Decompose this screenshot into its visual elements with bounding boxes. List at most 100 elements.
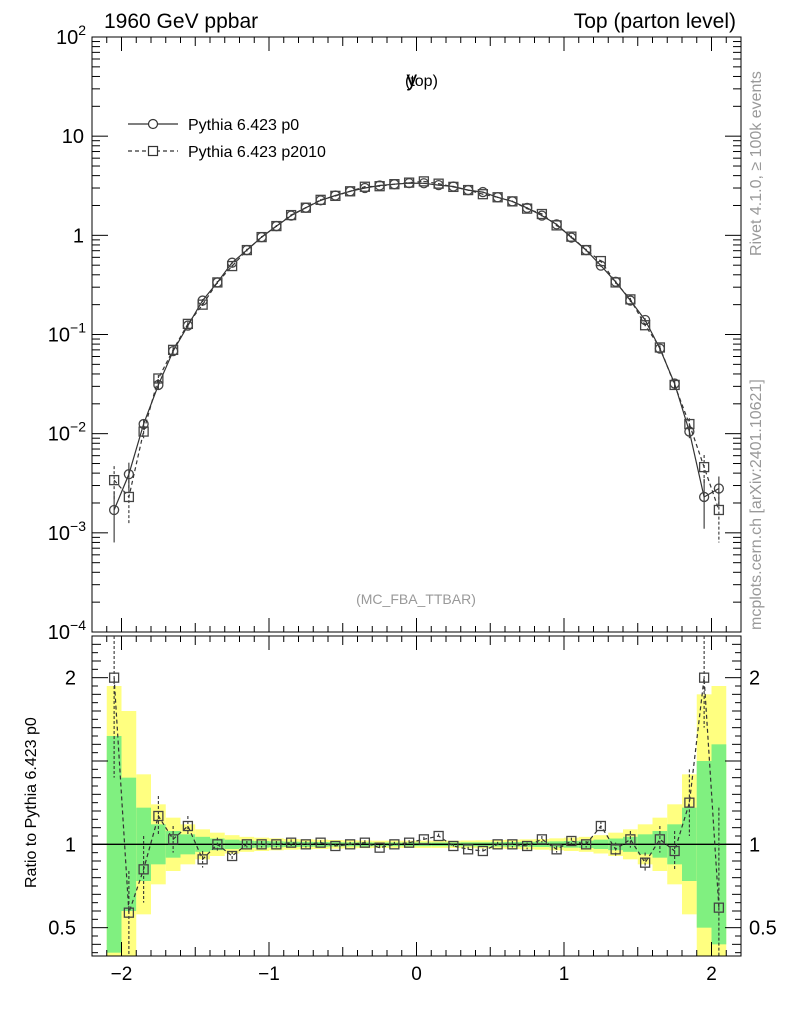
marker-square	[625, 294, 636, 305]
marker-square	[403, 177, 415, 188]
ratio-marker-square	[226, 850, 238, 862]
marker-square	[315, 194, 326, 205]
y-tick-label: 10	[62, 126, 84, 148]
legend-marker-circle	[147, 118, 159, 130]
analysis-label: (MC_FBA_TTBAR)	[356, 591, 476, 607]
ratio-marker-square	[507, 839, 518, 850]
ratio-marker-square	[123, 907, 135, 918]
marker-square	[684, 418, 695, 430]
y-tick-label: 1	[73, 225, 84, 247]
ratio-marker-square	[359, 837, 371, 848]
ratio-marker-square	[389, 839, 400, 850]
x-tick-label: −2	[111, 964, 133, 985]
ratio-ylabel: Ratio to Pythia 6.423 p0	[23, 717, 40, 888]
marker-square	[669, 379, 680, 391]
ratio-marker-square	[654, 834, 666, 845]
legend-label-p2010: Pythia 6.423 p2010	[188, 144, 326, 161]
plot-title: y	[407, 68, 418, 91]
ratio-marker-square	[330, 840, 341, 852]
ratio-y-tick-label-right: 0.5	[749, 918, 777, 940]
ratio-frame	[91, 635, 742, 957]
legend-marker-square	[147, 145, 159, 157]
y-tick-label: 10−4	[48, 617, 86, 644]
marker-square	[713, 504, 725, 516]
marker-square	[182, 318, 194, 330]
plot-title-sub: (top)	[405, 73, 438, 90]
ratio-marker-square	[566, 835, 577, 847]
marker-square	[698, 461, 710, 473]
main-series	[108, 176, 725, 543]
marker-square	[433, 178, 444, 189]
series-line-0	[113, 182, 720, 511]
legend-label-p0: Pythia 6.423 p0	[188, 117, 299, 134]
marker-circle	[123, 469, 135, 480]
marker-square	[580, 244, 592, 256]
marker-square	[551, 220, 562, 231]
ratio-marker-square	[536, 834, 548, 845]
marker-square	[536, 208, 548, 220]
marker-square	[639, 320, 651, 331]
ratio-marker-square	[182, 820, 194, 832]
marker-square	[138, 426, 149, 437]
rivet-label: Rivet 4.1.0, ≥ 100k events	[748, 71, 765, 256]
main-panel: 102 10 1 10−1 10−2 10−3 10−4	[48, 22, 742, 644]
plot-title-main: y	[407, 68, 418, 91]
x-tick-label: 0	[411, 964, 422, 985]
ratio-y-tick-label: 2	[65, 668, 76, 690]
y-tick-label: 10−1	[48, 320, 86, 347]
ratio-y-tick-label-right: 2	[749, 668, 760, 690]
ratio-marker-square	[285, 837, 297, 848]
mcplots-label: mcplots.cern.ch [arXiv:2401.10621]	[748, 379, 765, 630]
ratio-marker-square	[212, 839, 223, 850]
ratio-marker-square	[580, 839, 592, 850]
y-tick-label: 10−2	[48, 419, 86, 446]
marker-square	[492, 192, 503, 203]
marker-square	[507, 196, 518, 207]
ratio-marker-square	[448, 840, 459, 852]
ratio-panel: −2 −1 0 1 2 0.5 0.5 1 1 2 2	[48, 635, 777, 985]
marker-square	[300, 202, 312, 213]
ratio-marker-square	[241, 839, 253, 850]
ratio-marker-square	[344, 839, 356, 850]
ratio-marker-square	[477, 845, 489, 857]
marker-circle	[698, 491, 710, 503]
marker-square	[462, 184, 474, 196]
ratio-marker-square	[138, 864, 149, 875]
ratio-marker-square	[639, 857, 651, 868]
ratio-marker-square	[713, 902, 725, 913]
x-tick-label: −1	[258, 964, 280, 985]
marker-square	[241, 244, 253, 256]
ratio-line	[113, 677, 720, 913]
ratio-series	[108, 636, 725, 956]
ratio-marker-square	[108, 672, 120, 683]
ratio-marker-square	[418, 834, 430, 845]
ratio-marker-square	[315, 837, 326, 848]
ratio-marker-square	[521, 840, 533, 852]
ratio-bands	[106, 686, 727, 956]
series-line-1	[113, 180, 720, 511]
marker-square	[448, 181, 459, 193]
marker-square	[477, 189, 489, 200]
marker-square	[359, 181, 371, 192]
marker-square	[654, 342, 666, 353]
marker-square	[226, 260, 238, 272]
marker-square	[418, 176, 430, 187]
legend: Pythia 6.423 p0 Pythia 6.423 p2010	[128, 117, 326, 161]
marker-square	[610, 277, 621, 288]
x-tick-label: 2	[706, 964, 717, 985]
marker-square	[212, 277, 223, 288]
ratio-y-tick-label: 0.5	[48, 918, 76, 940]
marker-square	[123, 491, 135, 503]
marker-circle	[108, 504, 120, 516]
marker-square	[374, 181, 385, 192]
ratio-y-tick-label: 1	[65, 834, 76, 856]
ratio-marker-square	[197, 854, 208, 865]
ratio-marker-square	[595, 820, 607, 832]
marker-square	[256, 231, 267, 243]
ratio-marker-square	[610, 844, 621, 855]
ratio-marker-square	[492, 839, 503, 850]
ratio-marker-square	[271, 839, 282, 850]
x-tick-label: 1	[559, 964, 570, 985]
ratio-marker-square	[403, 837, 415, 848]
